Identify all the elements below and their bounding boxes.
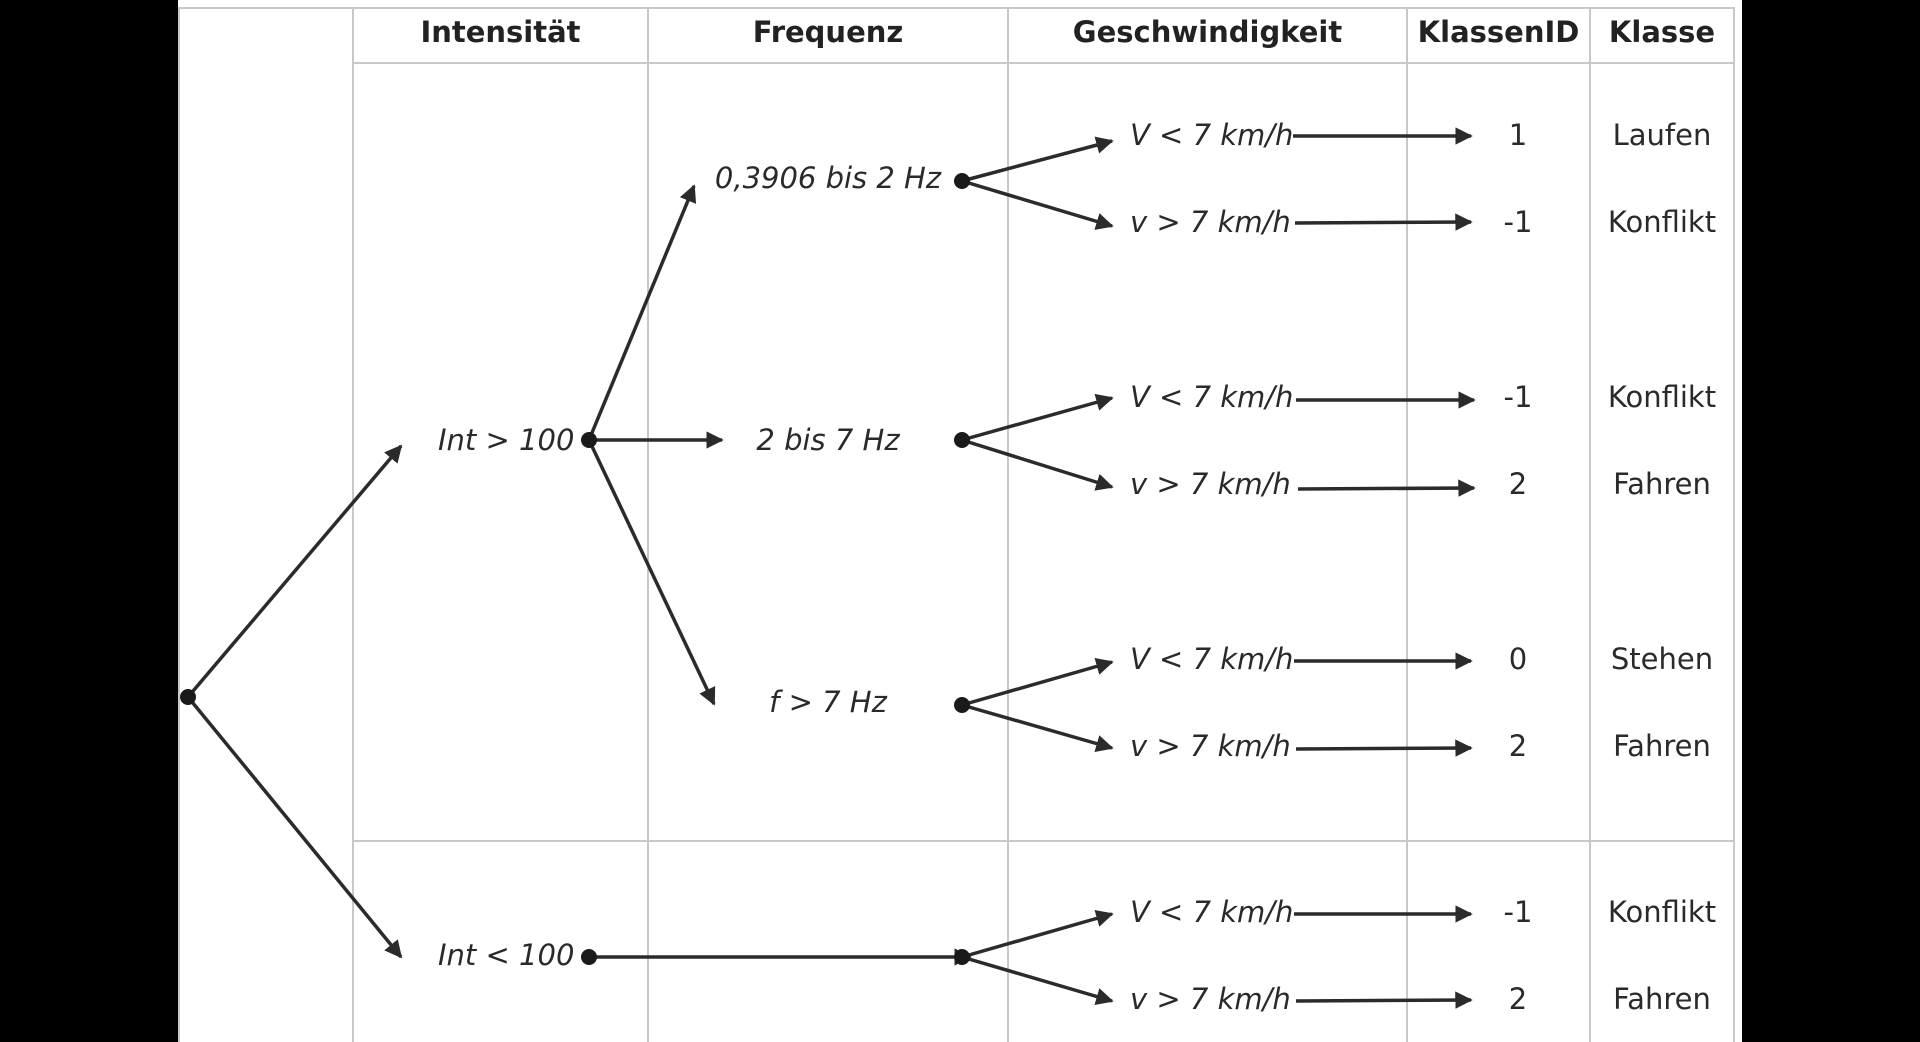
grid-line-top <box>178 7 1735 9</box>
class-id-1: 1 <box>1508 118 1528 152</box>
frequency-node-1: 0,3906 bis 2 Hz <box>714 161 942 195</box>
edge-f3-leaf-5 <box>961 657 1114 707</box>
class-id-2: -1 <box>1503 205 1533 239</box>
freq-3-node <box>954 697 970 713</box>
class-label-7: Konflikt <box>1607 895 1717 929</box>
header-class-id: KlassenID <box>1417 15 1580 49</box>
intensity-node-high: Int > 100 <box>438 423 575 457</box>
class-label-1: Laufen <box>1612 118 1712 152</box>
class-label-5: Stehen <box>1610 642 1714 676</box>
speed-leaf-8: v > 7 km/h <box>1130 982 1291 1016</box>
edge-root-int-high <box>186 444 403 699</box>
class-label-4: Fahren <box>1613 467 1711 501</box>
header-frequency: Frequenz <box>752 15 904 49</box>
class-id-5: 0 <box>1508 642 1528 676</box>
intensity-node-low: Int < 100 <box>438 938 575 972</box>
grid-line-section <box>352 840 1735 842</box>
low-branch-node <box>954 949 970 965</box>
class-id-8: 2 <box>1508 982 1528 1016</box>
edge-f1-leaf-2 <box>961 179 1114 230</box>
freq-1-node <box>954 173 970 189</box>
edge-int-freq-3 <box>587 439 716 706</box>
grid-line-v6 <box>1589 8 1591 1042</box>
class-label-2: Konflikt <box>1607 205 1717 239</box>
speed-leaf-3: V < 7 km/h <box>1130 380 1294 414</box>
frequency-node-3: f > 7 Hz <box>769 685 887 719</box>
edge-leaf-2-id <box>1294 213 1473 231</box>
freq-2-node <box>954 432 970 448</box>
class-id-3: -1 <box>1503 380 1533 414</box>
header-intensity: Intensität <box>420 15 581 49</box>
speed-leaf-6: v > 7 km/h <box>1130 729 1291 763</box>
tree-edges <box>180 127 1476 1009</box>
edge-f2-leaf-3 <box>961 393 1114 442</box>
class-label-8: Fahren <box>1613 982 1711 1016</box>
edge-int-freq-1 <box>587 184 697 441</box>
frequency-node-2: 2 bis 7 Hz <box>756 423 900 457</box>
speed-leaf-2: v > 7 km/h <box>1130 205 1291 239</box>
grid-line-v3 <box>647 8 649 1042</box>
int-high-node <box>581 432 597 448</box>
root-node <box>180 689 196 705</box>
grid-line-v4 <box>1007 8 1009 1042</box>
edge-leaf-4-id <box>1297 479 1476 497</box>
grid-line-header <box>352 62 1735 64</box>
class-id-6: 2 <box>1508 729 1528 763</box>
decision-tree-diagram: Intensität Frequenz Geschwindigkeit Klas… <box>178 0 1742 1042</box>
speed-leaf-1: V < 7 km/h <box>1130 118 1294 152</box>
edge-leaf-6-id <box>1295 739 1473 757</box>
edge-f2-leaf-4 <box>961 438 1114 491</box>
grid-line-v7 <box>1733 8 1735 1042</box>
speed-leaf-5: V < 7 km/h <box>1130 642 1294 676</box>
speed-leaf-4: v > 7 km/h <box>1130 467 1291 501</box>
edge-low-leaf-8 <box>961 955 1114 1005</box>
header-speed: Geschwindigkeit <box>1072 15 1343 49</box>
edge-f3-leaf-6 <box>961 703 1114 753</box>
edge-low-leaf-7 <box>961 909 1114 959</box>
grid-line-v1 <box>178 8 180 1042</box>
int-low-node <box>581 949 597 965</box>
class-label-6: Fahren <box>1613 729 1711 763</box>
grid-line-v5 <box>1406 8 1408 1042</box>
edge-f1-leaf-1 <box>961 136 1114 183</box>
class-id-7: -1 <box>1503 895 1533 929</box>
edge-leaf-8-id <box>1295 991 1473 1009</box>
edge-root-int-low <box>186 695 403 959</box>
speed-leaf-7: V < 7 km/h <box>1130 895 1294 929</box>
header-class: Klasse <box>1608 15 1716 49</box>
class-id-4: 2 <box>1508 467 1528 501</box>
class-label-3: Konflikt <box>1607 380 1717 414</box>
grid-line-v2 <box>352 8 354 1042</box>
